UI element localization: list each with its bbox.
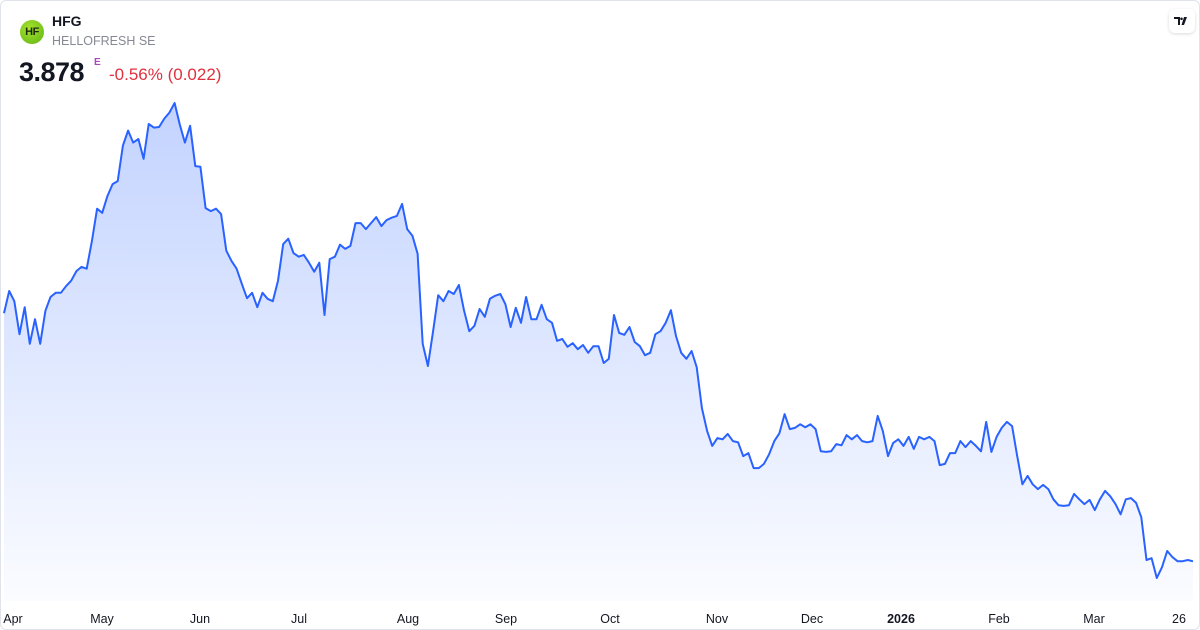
x-tick-label: Feb [988, 612, 1010, 626]
x-tick-label: Jun [190, 612, 210, 626]
price-change: -0.56% (0.022) [109, 65, 222, 84]
x-tick-label: 26 [1172, 612, 1186, 626]
x-axis: Apr May Jun Jul Aug Sep Oct Nov Dec 2026 Feb Mar 26 [3, 612, 1186, 626]
x-tick-label: Nov [706, 612, 729, 626]
x-tick-label: Mar [1083, 612, 1105, 626]
x-tick-label: Dec [801, 612, 823, 626]
tradingview-logo-icon[interactable] [1169, 9, 1195, 33]
price-flag: E [94, 57, 101, 68]
company-name: HELLOFRESH SE [52, 34, 156, 48]
x-tick-label: Aug [397, 612, 419, 626]
price-area-fill [4, 103, 1193, 601]
x-tick-label: 2026 [887, 612, 915, 626]
x-tick-label: Sep [495, 612, 517, 626]
x-tick-label: Oct [600, 612, 620, 626]
x-tick-label: May [90, 612, 114, 626]
price-line [3, 102, 1194, 579]
last-price: 3.878 [19, 57, 85, 87]
x-tick-label: Apr [3, 612, 22, 626]
company-logo: HF [20, 20, 44, 44]
symbol[interactable]: HFG [52, 13, 82, 29]
x-tick-label: Jul [291, 612, 307, 626]
